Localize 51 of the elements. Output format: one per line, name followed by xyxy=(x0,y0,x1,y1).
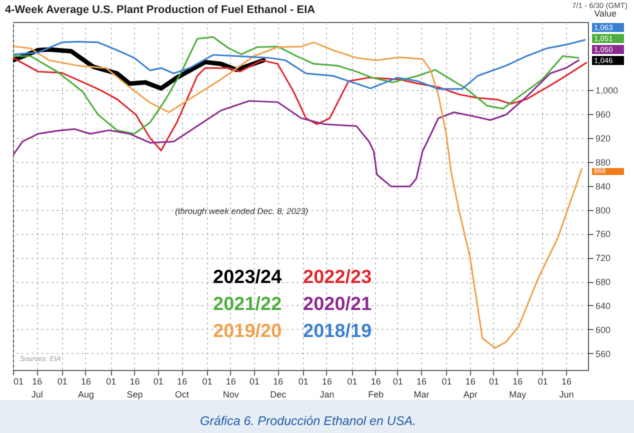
chart-title: 4-Week Average U.S. Plant Production of Fuel Ethanol - EIA xyxy=(5,4,316,16)
y-tick-label: 760 xyxy=(596,229,611,240)
x-tick-label: 01 xyxy=(442,376,452,386)
y-tick-label: 840 xyxy=(596,181,611,192)
annotation: (through week ended Dec. 8, 2023) xyxy=(175,206,308,216)
x-tick-label: 16 Mar xyxy=(414,376,430,400)
y-tick-label: 640 xyxy=(596,300,611,311)
text: 2021/22 xyxy=(213,294,282,315)
line-series xyxy=(13,59,580,188)
y-tick-label: 680 xyxy=(596,277,611,288)
x-tick-label: 01 xyxy=(250,376,260,386)
y-axis-title: Value xyxy=(594,8,616,18)
text: Gráfica 6. Producción Ethanol en USA. xyxy=(200,414,416,428)
line-series xyxy=(13,36,580,135)
x-tick-label: 16 Jun xyxy=(559,376,574,400)
x-tick-label: 16 Oct xyxy=(175,376,190,400)
x-tick-label: 16 Feb xyxy=(368,376,384,400)
x-tick-label: 01 xyxy=(538,376,548,386)
text: 2023/24 xyxy=(213,267,282,288)
y-tick-label: 960 xyxy=(596,110,611,120)
x-tick-label: 16 Apr xyxy=(463,376,478,400)
line-series xyxy=(13,57,588,152)
text: 2022/23 xyxy=(303,267,372,288)
x-tick-label: 01 xyxy=(14,376,24,386)
x-tick-label: 16 Jan xyxy=(320,376,334,400)
y-tick-label: 1,000 xyxy=(596,86,618,96)
x-tick-label: 16 Jul xyxy=(31,376,43,400)
x-tick-label: 01 xyxy=(106,376,116,386)
x-tick-label: 16 May xyxy=(509,376,527,400)
y-tick-label: 600 xyxy=(596,324,611,335)
x-tick-label: 01 xyxy=(488,376,499,386)
text: 2018/19 xyxy=(303,321,372,342)
x-tick-label: 16 Aug xyxy=(78,376,94,400)
line-series xyxy=(14,42,582,349)
x-tick-label: 01 xyxy=(57,376,68,386)
x-tick-label: 01 xyxy=(202,376,212,386)
x-tick-label: 01 xyxy=(392,376,403,386)
x-tick-label: 01 xyxy=(153,376,164,386)
x-tick-label: 01 xyxy=(298,376,308,386)
y-tick-label: 880 xyxy=(596,157,611,168)
y-tick-label: 800 xyxy=(596,205,611,216)
text: 2019/20 xyxy=(213,321,282,342)
x-tick-label: 16 Nov xyxy=(222,376,240,400)
y-tick-label: 720 xyxy=(596,253,611,264)
x-tick-label: 16 Dec xyxy=(270,376,287,400)
line-series xyxy=(14,39,586,90)
x-tick-label: 16 Sep xyxy=(126,376,143,400)
x-tick-label: 01 xyxy=(347,376,358,386)
y-tick-label: 920 xyxy=(596,134,611,144)
text: 2020/21 xyxy=(303,294,372,315)
y-tick-label: 560 xyxy=(596,348,611,359)
